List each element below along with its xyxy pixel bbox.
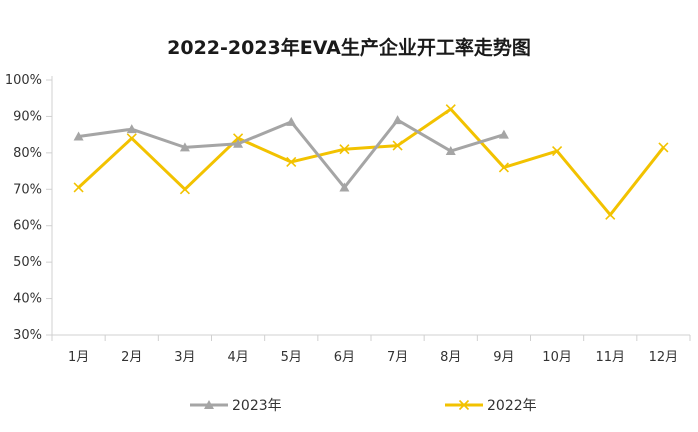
x-tick-label: 3月 xyxy=(174,350,195,365)
x-tick-label: 1月 xyxy=(68,350,89,365)
y-tick-label: 70% xyxy=(13,182,42,197)
x-tick-label: 10月 xyxy=(542,350,572,365)
series-2023-group xyxy=(73,115,509,192)
series-2022-point xyxy=(605,209,616,220)
series-2023-point xyxy=(286,116,297,126)
series-2023-point xyxy=(392,115,403,125)
series-2022-line xyxy=(77,107,665,217)
series-2022-point xyxy=(73,182,84,193)
series-2022-point xyxy=(339,144,350,155)
x-tick-label: 2月 xyxy=(121,350,142,365)
x-tick-label: 11月 xyxy=(595,350,625,365)
series-2023-line xyxy=(78,118,505,189)
series-2022-point xyxy=(286,156,297,168)
series-2022-group xyxy=(73,104,669,220)
y-tick-label: 80% xyxy=(13,146,42,161)
legend-2023-label: 2023年 xyxy=(232,398,282,414)
series-2023-point xyxy=(179,142,190,152)
series-group xyxy=(73,104,669,220)
y-tick-label: 100% xyxy=(5,73,42,88)
x-tick-label: 4月 xyxy=(227,350,248,365)
legend-2022-marker xyxy=(458,399,470,411)
legend-2023-marker xyxy=(204,400,214,409)
y-tick-label: 30% xyxy=(13,328,42,343)
legend-2022-label: 2022年 xyxy=(487,398,537,414)
legend: 2023年 2022年 xyxy=(190,398,537,414)
x-tick-label: 12月 xyxy=(649,350,679,365)
series-2022-point xyxy=(498,162,509,173)
x-tick-label: 6月 xyxy=(334,350,355,365)
series-2022-point xyxy=(179,184,190,195)
y-tick-label: 60% xyxy=(13,219,42,234)
series-2022-point xyxy=(392,140,403,151)
series-2022-point xyxy=(658,142,669,153)
y-tick-label: 40% xyxy=(13,292,42,307)
y-axis-ticks: 30% 40% 50% 60% 70% 80% 90% 100% xyxy=(5,73,52,343)
x-tick-label: 5月 xyxy=(281,350,302,365)
y-tick-label: 50% xyxy=(13,255,42,270)
series-2023-point xyxy=(339,182,350,192)
series-2022-point xyxy=(552,145,563,157)
x-tick-label: 9月 xyxy=(493,350,514,365)
series-2022-point xyxy=(126,133,137,144)
x-tick-label: 8月 xyxy=(440,350,461,365)
series-2023-point xyxy=(73,131,84,141)
series-2023-point xyxy=(498,129,509,139)
x-axis-ticks: 1月 2月 3月 4月 5月 6月 7月 8月 9月 10月 11月 12月 xyxy=(51,335,691,365)
x-tick-label: 7月 xyxy=(387,350,408,365)
series-2023-point xyxy=(445,146,456,156)
chart-title: 2022-2023年EVA生产企业开工率走势图 xyxy=(167,36,531,59)
series-2023-point xyxy=(126,124,137,134)
series-2023-point xyxy=(233,138,244,148)
y-tick-label: 90% xyxy=(13,109,42,124)
series-2022-point xyxy=(445,104,456,115)
